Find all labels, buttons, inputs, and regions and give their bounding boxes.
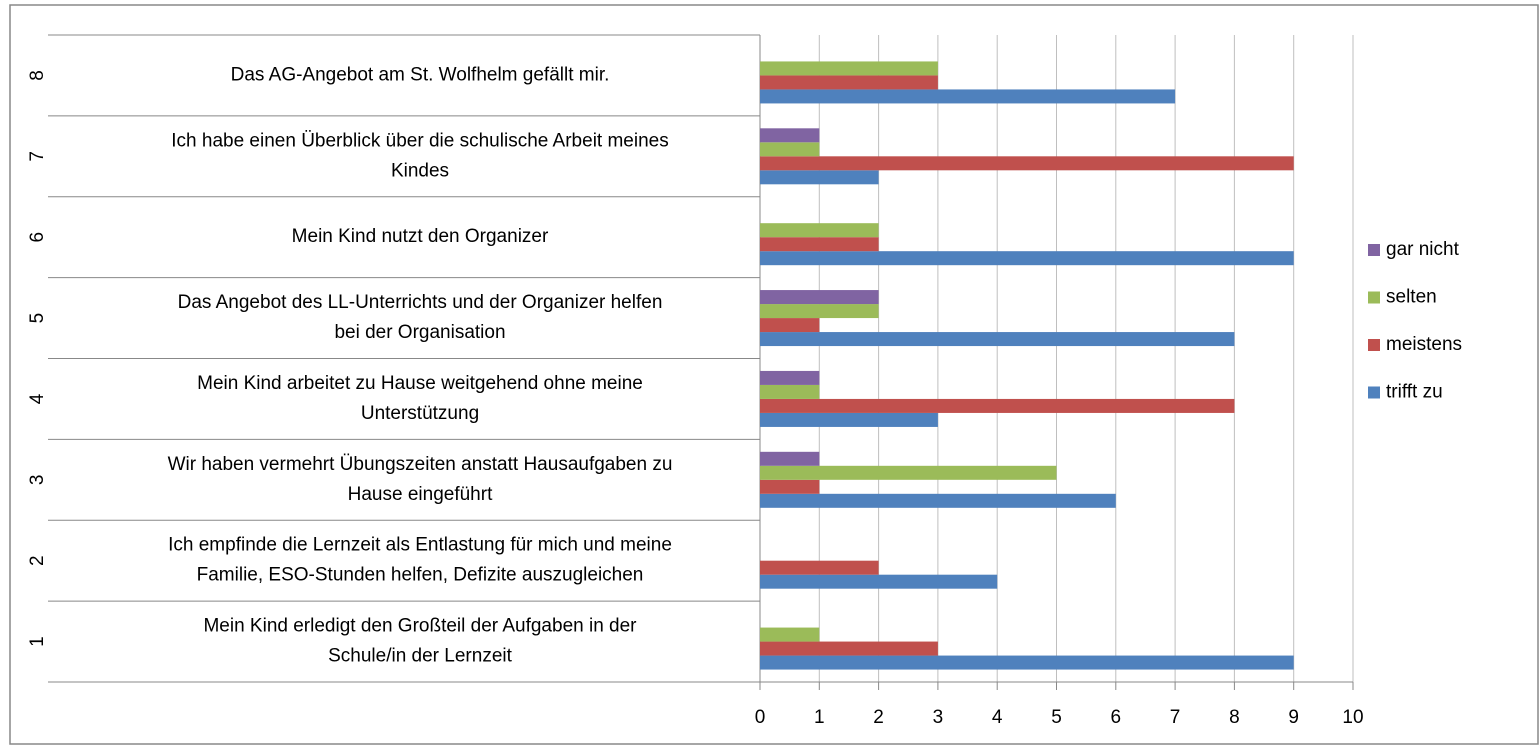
group-label: 1	[27, 636, 48, 647]
x-tick-label: 1	[814, 707, 825, 728]
x-tick-label: 6	[1111, 707, 1122, 728]
category-label: Das AG-Angebot am St. Wolfhelm gefällt m…	[231, 64, 610, 85]
bar	[760, 479, 820, 494]
category-label: Familie, ESO-Stunden helfen, Defizite au…	[197, 565, 644, 586]
bar	[760, 170, 879, 185]
category-label: Kindes	[391, 160, 449, 181]
bar	[760, 61, 938, 76]
x-tick-label: 0	[755, 707, 766, 728]
category-label: Wir haben vermehrt Übungszeiten anstatt …	[168, 454, 673, 475]
bar	[760, 627, 820, 642]
category-label: Ich habe einen Überblick über die schuli…	[171, 130, 668, 151]
x-tick-label: 5	[1051, 707, 1062, 728]
bar	[760, 560, 879, 575]
bar	[760, 574, 998, 589]
x-tick-label: 10	[1342, 707, 1363, 728]
bar	[760, 451, 820, 466]
bar	[760, 304, 879, 319]
bar	[760, 142, 820, 157]
bar	[760, 223, 879, 238]
bar	[760, 655, 1294, 670]
legend-swatch	[1368, 339, 1380, 351]
x-tick-label: 9	[1288, 707, 1299, 728]
chart-frame	[9, 4, 1539, 745]
bar	[760, 641, 938, 656]
legend-label: gar nicht	[1386, 239, 1460, 260]
category-label: Mein Kind arbeitet zu Hause weitgehend o…	[197, 373, 643, 394]
x-tick-label: 4	[992, 707, 1003, 728]
x-tick-label: 8	[1229, 707, 1240, 728]
bar	[760, 318, 820, 333]
bar	[760, 237, 879, 252]
bar	[760, 156, 1294, 171]
legend-label: meistens	[1386, 334, 1462, 355]
bar	[760, 412, 938, 427]
bar	[760, 75, 938, 90]
category-label: Ich empfinde die Lernzeit als Entlastung…	[168, 535, 672, 556]
group-label: 2	[27, 555, 48, 566]
x-tick-label: 3	[933, 707, 944, 728]
x-tick-label: 7	[1170, 707, 1181, 728]
group-label: 8	[27, 70, 48, 81]
bar	[760, 384, 820, 399]
category-label: Schule/in der Lernzeit	[328, 646, 512, 667]
bar	[760, 370, 820, 385]
bar	[760, 465, 1057, 480]
category-label: Das Angebot des LL-Unterrichts und der O…	[178, 292, 663, 313]
legend-label: selten	[1386, 287, 1437, 308]
category-label: Mein Kind erledigt den Großteil der Aufg…	[203, 616, 637, 637]
group-label: 7	[27, 151, 48, 162]
legend-swatch	[1368, 244, 1380, 256]
category-label: bei der Organisation	[334, 322, 505, 343]
x-tick-label: 2	[873, 707, 884, 728]
bar	[760, 251, 1294, 266]
group-label: 4	[27, 393, 48, 404]
legend-swatch	[1368, 386, 1380, 399]
group-label: 3	[27, 475, 48, 486]
bar	[760, 398, 1235, 413]
bar	[760, 128, 820, 143]
group-label: 5	[27, 313, 48, 324]
legend-label: trifft zu	[1386, 382, 1443, 403]
category-label: Mein Kind nutzt den Organizer	[292, 226, 549, 247]
group-label: 6	[27, 232, 48, 243]
category-label: Unterstützung	[361, 403, 479, 424]
bar	[760, 332, 1235, 347]
bar	[760, 89, 1176, 104]
legend-swatch	[1368, 291, 1380, 304]
bar	[760, 493, 1116, 508]
category-label: Hause eingeführt	[348, 484, 493, 505]
bar	[760, 290, 879, 305]
